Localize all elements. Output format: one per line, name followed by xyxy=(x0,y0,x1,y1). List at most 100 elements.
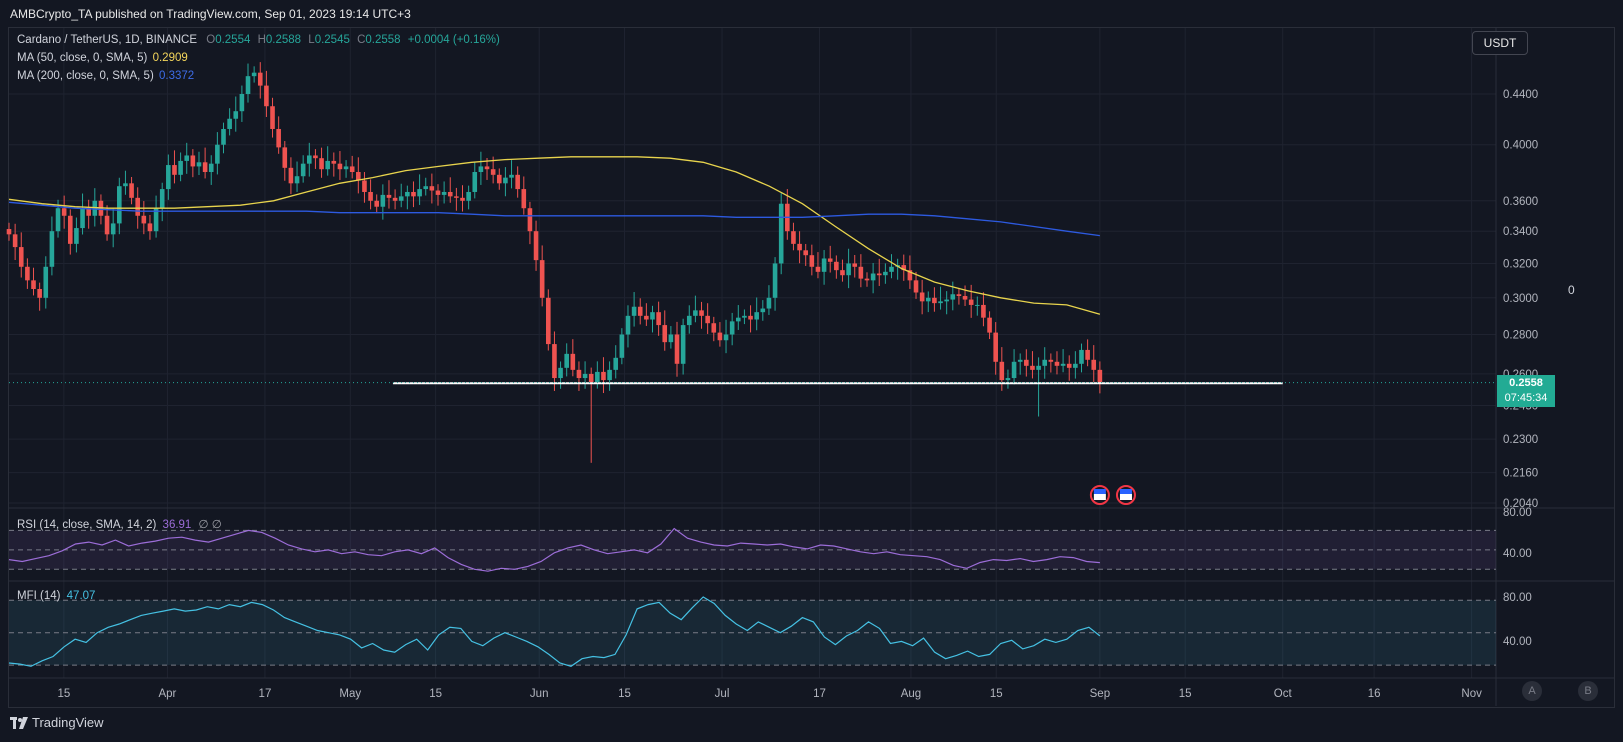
candle-body xyxy=(680,325,686,364)
price-tick-label: 0.2160 xyxy=(1503,468,1538,480)
time-tick-label: 17 xyxy=(813,688,826,700)
candle-body xyxy=(1060,363,1066,366)
candle-body xyxy=(123,183,128,187)
low-value: 0.2545 xyxy=(314,34,350,46)
ma50-line xyxy=(8,156,1101,315)
candle-body xyxy=(25,266,30,281)
candle-body xyxy=(748,315,753,320)
open-label: O xyxy=(206,34,216,46)
candle-body xyxy=(582,373,588,379)
candle-body xyxy=(141,215,147,224)
ma50-label: MA (50, close, 0, SMA, 5) xyxy=(17,52,148,64)
candle-body xyxy=(987,317,992,333)
time-tick-label: Nov xyxy=(1461,688,1482,700)
candle-body xyxy=(31,280,36,289)
candle-body xyxy=(711,323,717,333)
candle-body xyxy=(1042,359,1048,366)
candle-body xyxy=(509,174,514,178)
candle-body xyxy=(92,200,98,216)
candle-body xyxy=(490,169,496,175)
candle-body xyxy=(484,166,490,170)
candle-body xyxy=(723,334,729,341)
candle-body xyxy=(196,162,202,167)
candle-body xyxy=(496,174,502,184)
candle-body xyxy=(883,271,888,276)
candle-body xyxy=(319,158,324,170)
close-value: 0.2558 xyxy=(365,34,401,46)
candle-body xyxy=(441,191,447,195)
candle-body xyxy=(405,191,410,197)
candle-body xyxy=(601,371,606,381)
candle-body xyxy=(864,278,870,281)
candle-body xyxy=(411,191,416,197)
candle-body xyxy=(742,315,747,318)
candle-body xyxy=(356,172,361,181)
ma200-legend: MA (200, close, 0, SMA, 5) 0.3372 xyxy=(17,70,194,82)
tradingview-icon xyxy=(10,716,28,729)
candle-body xyxy=(613,357,619,370)
candle-body xyxy=(18,247,24,267)
event-flag-icon xyxy=(1089,485,1110,505)
b-scale-button[interactable]: B xyxy=(1578,681,1598,701)
candle-body xyxy=(656,312,661,326)
candle-body xyxy=(968,299,974,305)
candle-body xyxy=(1097,369,1103,383)
candle-body xyxy=(343,166,349,170)
brand-name: TradingView xyxy=(32,715,104,730)
time-axis: 15 Apr 17 May 15 Jun 15 Jul 17 Aug 15 Sep 15 Oct 16 Nov xyxy=(57,688,1482,700)
time-tick-label: 15 xyxy=(990,688,1003,700)
candle-body xyxy=(282,147,288,168)
candle-body xyxy=(460,197,465,201)
close-label: C xyxy=(357,34,366,46)
candle-body xyxy=(699,310,704,316)
mfi-label: MFI (14) xyxy=(17,590,61,602)
candle-body xyxy=(208,163,214,173)
time-tick-label: 15 xyxy=(429,688,442,700)
rsi-tick-label: 80.00 xyxy=(1503,507,1532,519)
candle-body xyxy=(901,265,907,271)
candle-body xyxy=(1036,365,1041,370)
candle-body xyxy=(870,273,876,281)
candle-body xyxy=(791,231,796,244)
candle-body xyxy=(834,261,839,271)
ma200-label: MA (200, close, 0, SMA, 5) xyxy=(17,70,154,82)
change-value: +0.0004 (+0.16%) xyxy=(407,34,500,46)
candle-body xyxy=(797,243,802,251)
rsi-value: 36.91 xyxy=(162,519,192,531)
candle-body xyxy=(876,273,882,276)
candle-body xyxy=(337,163,343,170)
time-tick-label: 16 xyxy=(1368,688,1381,700)
tradingview-logo[interactable]: TradingView xyxy=(10,715,104,730)
high-value: 0.2588 xyxy=(265,34,302,46)
currency-button[interactable]: USDT xyxy=(1472,31,1528,55)
candle-body xyxy=(938,301,943,304)
candle-body xyxy=(1017,359,1023,362)
candle-body xyxy=(300,163,306,177)
auto-scale-button[interactable]: A xyxy=(1522,681,1542,701)
candle-body xyxy=(1079,349,1084,364)
candle-body xyxy=(1011,361,1017,379)
candle-body xyxy=(1024,359,1029,366)
candle-body xyxy=(521,189,527,209)
candle-body xyxy=(827,258,833,262)
countdown: 07:45:34 xyxy=(1504,392,1548,404)
rsi-line xyxy=(8,527,1100,572)
candle-body xyxy=(717,332,723,341)
candle-body xyxy=(166,165,171,190)
candles xyxy=(6,62,1103,463)
candle-body xyxy=(858,266,864,279)
candle-body xyxy=(907,270,913,281)
candle-body xyxy=(1048,359,1054,362)
candle-body xyxy=(999,361,1005,381)
ma50-legend: MA (50, close, 0, SMA, 5) 0.2909 xyxy=(17,52,188,64)
time-tick-label: Sep xyxy=(1090,688,1110,700)
symbol-label: Cardano / TetherUS, 1D, BINANCE xyxy=(17,34,198,46)
candle-body xyxy=(527,208,533,232)
candle-body xyxy=(12,234,18,248)
candle-body xyxy=(631,306,637,316)
candle-body xyxy=(190,155,196,167)
candle-body xyxy=(1005,378,1011,381)
candle-body xyxy=(1073,363,1078,368)
candle-body xyxy=(447,191,453,197)
